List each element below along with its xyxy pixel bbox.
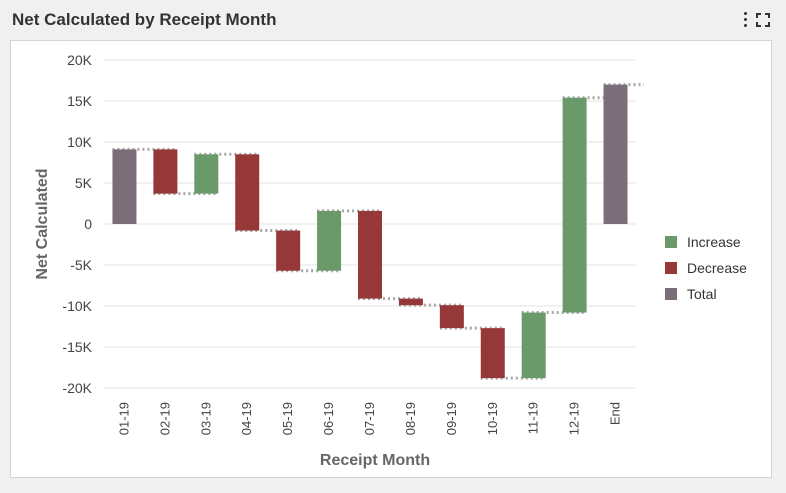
y-tick-label: 20K [67, 52, 93, 68]
bar-07-19[interactable] [358, 210, 382, 299]
x-tick-label: 11-19 [526, 402, 541, 434]
bars [112, 84, 628, 379]
x-tick-label: 06-19 [321, 402, 336, 435]
x-tick-label: 05-19 [280, 402, 295, 435]
legend-swatch-total [665, 288, 677, 300]
x-tick-label: 02-19 [157, 402, 172, 435]
y-tick-label: 10K [67, 134, 93, 150]
bar-09-19[interactable] [439, 305, 464, 329]
x-tick-label: 03-19 [198, 402, 213, 435]
legend-label-total: Total [687, 286, 717, 302]
legend: Increase Decrease Total [665, 229, 747, 307]
bar-03-19[interactable] [194, 154, 219, 194]
bar-10-19[interactable] [480, 328, 505, 379]
bar-06-19[interactable] [317, 210, 342, 271]
y-tick-label: 0 [84, 216, 92, 232]
legend-item-decrease[interactable]: Decrease [665, 255, 747, 281]
expand-icon[interactable] [756, 12, 770, 27]
bar-04-19[interactable] [235, 154, 260, 231]
x-tick-label: 07-19 [362, 402, 377, 435]
legend-swatch-decrease [665, 262, 677, 274]
waterfall-chart: 20K 15K 10K 5K 0 -5K -10K -15K -20K 01-19 02-19 03… [34, 52, 644, 469]
y-tick-label: -10K [62, 298, 92, 314]
x-tick-label: 04-19 [239, 402, 254, 435]
bar-End[interactable] [603, 84, 628, 224]
legend-item-total[interactable]: Total [665, 281, 747, 307]
bar-11-19[interactable] [521, 312, 546, 379]
x-tick-label: 10-19 [485, 402, 500, 435]
x-axis-label: Receipt Month [320, 452, 430, 469]
bar-01-19[interactable] [112, 149, 137, 224]
legend-label-increase: Increase [687, 234, 741, 250]
legend-swatch-increase [665, 236, 677, 248]
legend-item-increase[interactable]: Increase [665, 229, 747, 255]
y-tick-labels: 20K 15K 10K 5K 0 -5K -10K -15K -20K [62, 52, 92, 396]
y-tick-label: 5K [75, 175, 93, 191]
x-tick-label: 09-19 [444, 402, 459, 435]
panel-actions [742, 12, 770, 27]
x-tick-label: 08-19 [403, 402, 418, 435]
x-tick-label: 12-19 [567, 402, 582, 435]
panel-title: Net Calculated by Receipt Month [12, 10, 277, 29]
bar-12-19[interactable] [562, 97, 587, 313]
y-tick-label: -15K [62, 339, 92, 355]
y-tick-label: -5K [70, 257, 92, 273]
x-tick-label: 01-19 [116, 402, 131, 435]
y-axis-label: Net Calculated [34, 168, 51, 279]
x-tick-label: End [608, 402, 623, 425]
bar-02-19[interactable] [153, 149, 178, 194]
x-tick-labels: 01-19 02-19 03-19 04-19 05-19 06-19 07-19 08-19… [116, 402, 622, 435]
bar-08-19[interactable] [398, 298, 423, 306]
y-tick-label: 15K [67, 93, 93, 109]
bar-05-19[interactable] [276, 230, 301, 271]
chart-card: 20K 15K 10K 5K 0 -5K -10K -15K -20K 01-19 02-19 03… [10, 40, 772, 478]
y-tick-label: -20K [62, 380, 92, 396]
legend-label-decrease: Decrease [687, 260, 747, 276]
more-options-icon[interactable] [742, 12, 748, 27]
